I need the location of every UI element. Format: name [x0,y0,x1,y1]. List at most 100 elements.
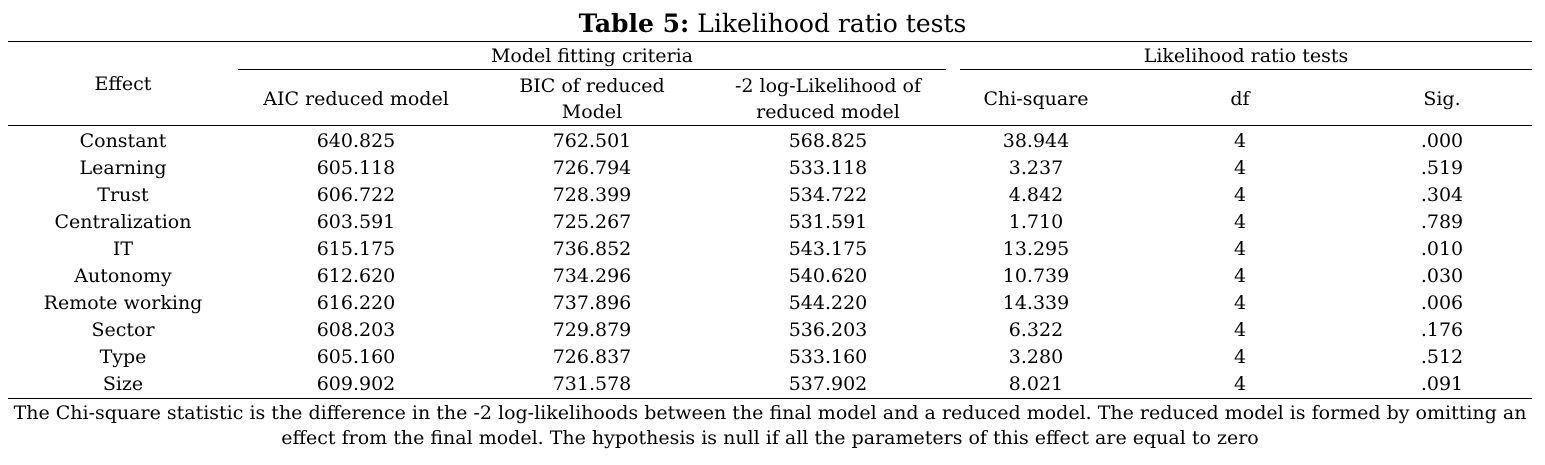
cell-loglik: 533.118 [788,157,868,179]
cell-bic: 729.879 [552,319,632,341]
cell-bic: 734.296 [552,265,632,287]
table-row: Learning 605.118 726.794 533.118 3.237 4… [0,155,1545,182]
cell-sig: .519 [1420,157,1464,179]
cell-effect: Remote working [43,292,203,314]
cell-df: 4 [1233,211,1247,233]
cell-effect: Trust [97,184,149,206]
cell-chisq: 14.339 [1002,292,1070,314]
cell-effect: Size [102,373,144,395]
cell-effect: Sector [91,319,155,341]
cell-aic: 603.591 [316,211,396,233]
group-rule-lr-tests [960,69,1532,70]
cell-df: 4 [1233,184,1247,206]
table-caption: Table 5: Likelihood ratio tests [0,8,1545,40]
cell-df: 4 [1233,319,1247,341]
cell-effect: Constant [79,130,167,152]
cell-df: 4 [1233,238,1247,260]
column-header-sig: Sig. [1423,88,1461,110]
cell-chisq: 3.280 [1008,346,1064,368]
cell-aic: 605.118 [316,157,396,179]
cell-chisq: 4.842 [1008,184,1064,206]
cell-loglik: 568.825 [788,130,868,152]
cell-effect: Centralization [54,211,192,233]
column-header-bic: BIC of reduced Model [474,73,710,125]
cell-df: 4 [1233,373,1247,395]
table-row: Sector 608.203 729.879 536.203 6.322 4 .… [0,317,1545,344]
cell-sig: .000 [1420,130,1464,152]
table-row: Remote working 616.220 737.896 544.220 1… [0,290,1545,317]
cell-loglik: 537.902 [788,373,868,395]
cell-effect: Autonomy [74,265,172,287]
group-rule-model-fitting [238,69,946,70]
cell-chisq: 13.295 [1002,238,1070,260]
cell-aic: 608.203 [316,319,396,341]
column-header-loglik-line2: reduced model [756,101,900,123]
cell-sig: .789 [1420,211,1464,233]
header-group-model-fitting: Model fitting criteria [490,45,694,67]
cell-bic: 726.794 [552,157,632,179]
cell-df: 4 [1233,265,1247,287]
cell-loglik: 533.160 [788,346,868,368]
cell-aic: 640.825 [316,130,396,152]
table-row: Constant 640.825 762.501 568.825 38.944 … [0,128,1545,155]
cell-sig: .176 [1420,319,1464,341]
cell-chisq: 10.739 [1002,265,1070,287]
cell-bic: 731.578 [552,373,632,395]
cell-df: 4 [1233,292,1247,314]
cell-chisq: 38.944 [1002,130,1070,152]
cell-chisq: 3.237 [1008,157,1064,179]
cell-loglik: 544.220 [788,292,868,314]
column-header-aic: AIC reduced model [263,88,449,110]
cell-chisq: 6.322 [1008,319,1064,341]
cell-aic: 616.220 [316,292,396,314]
table-row: Autonomy 612.620 734.296 540.620 10.739 … [0,263,1545,290]
cell-sig: .091 [1420,373,1464,395]
table-row: Centralization 603.591 725.267 531.591 1… [0,209,1545,236]
cell-loglik: 543.175 [788,238,868,260]
column-header-bic-line1: BIC of reduced [519,75,665,97]
table-bottom-rule [8,398,1532,399]
table-caption-title: Likelihood ratio tests [697,9,967,38]
cell-sig: .010 [1420,238,1464,260]
cell-aic: 605.160 [316,346,396,368]
cell-df: 4 [1233,346,1247,368]
table-caption-label: Table 5: [578,9,690,38]
header-bottom-rule [8,125,1532,126]
cell-sig: .304 [1420,184,1464,206]
cell-chisq: 8.021 [1008,373,1064,395]
cell-sig: .030 [1420,265,1464,287]
header-group-lr-tests: Likelihood ratio tests [1143,45,1349,67]
cell-bic: 726.837 [552,346,632,368]
column-header-df: df [1230,88,1250,110]
cell-chisq: 1.710 [1008,211,1064,233]
cell-loglik: 540.620 [788,265,868,287]
cell-bic: 737.896 [552,292,632,314]
cell-bic: 725.267 [552,211,632,233]
cell-df: 4 [1233,130,1247,152]
column-header-chisq: Chi-square [983,88,1089,110]
column-header-loglik-line1: -2 log-Likelihood of [734,75,922,97]
cell-df: 4 [1233,157,1247,179]
cell-bic: 762.501 [552,130,632,152]
cell-aic: 615.175 [316,238,396,260]
table-footnote: The Chi-square statistic is the differen… [8,401,1532,451]
table-row: Size 609.902 731.578 537.902 8.021 4 .09… [0,371,1545,398]
table-top-rule [8,41,1532,42]
column-header-loglik: -2 log-Likelihood of reduced model [710,73,946,125]
table-footnote-line1: The Chi-square statistic is the differen… [13,402,1527,424]
cell-effect: Type [99,346,147,368]
cell-loglik: 534.722 [788,184,868,206]
column-header-effect: Effect [94,73,152,95]
cell-sig: .006 [1420,292,1464,314]
cell-effect: IT [112,238,134,260]
table-footnote-line2: effect from the final model. The hypothe… [281,427,1259,449]
table-row: Type 605.160 726.837 533.160 3.280 4 .51… [0,344,1545,371]
cell-loglik: 536.203 [788,319,868,341]
cell-aic: 612.620 [316,265,396,287]
cell-bic: 736.852 [552,238,632,260]
cell-sig: .512 [1420,346,1464,368]
cell-effect: Learning [79,157,167,179]
cell-aic: 609.902 [316,373,396,395]
cell-loglik: 531.591 [788,211,868,233]
table-row: Trust 606.722 728.399 534.722 4.842 4 .3… [0,182,1545,209]
